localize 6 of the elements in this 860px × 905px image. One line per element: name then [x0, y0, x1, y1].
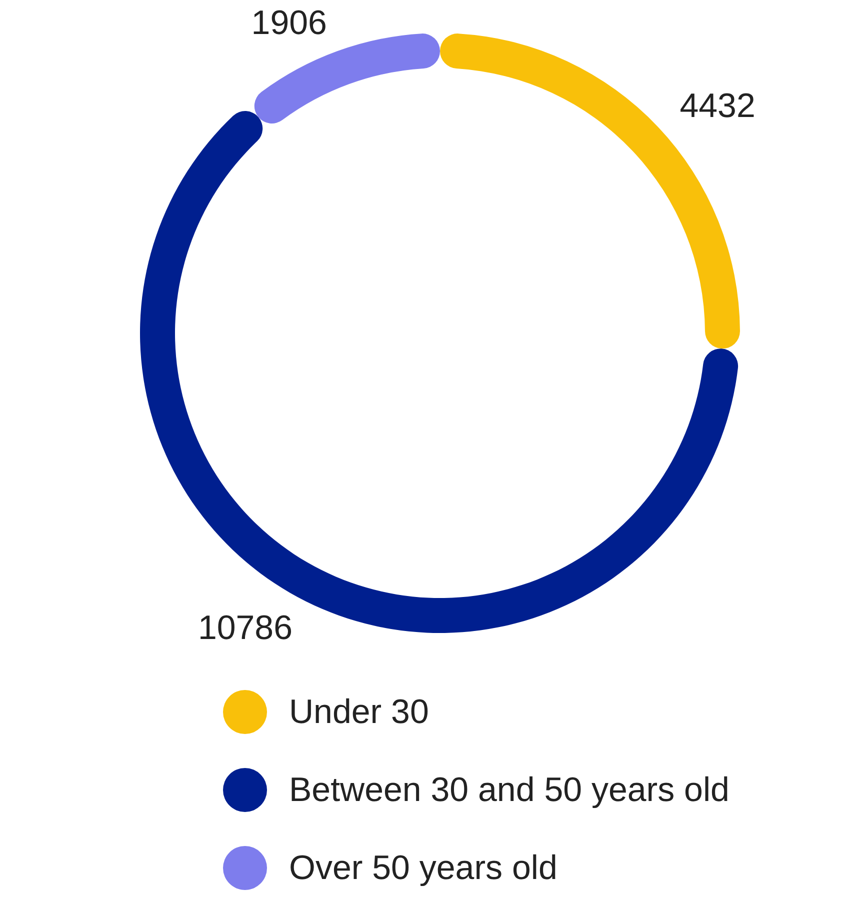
- data-label: 10786: [198, 609, 292, 648]
- data-label: 4432: [680, 87, 756, 126]
- legend-label: Under 30: [289, 692, 429, 732]
- legend-label: Between 30 and 50 years old: [289, 770, 730, 810]
- data-label: 1906: [251, 4, 327, 42]
- legend-label: Over 50 years old: [289, 848, 558, 888]
